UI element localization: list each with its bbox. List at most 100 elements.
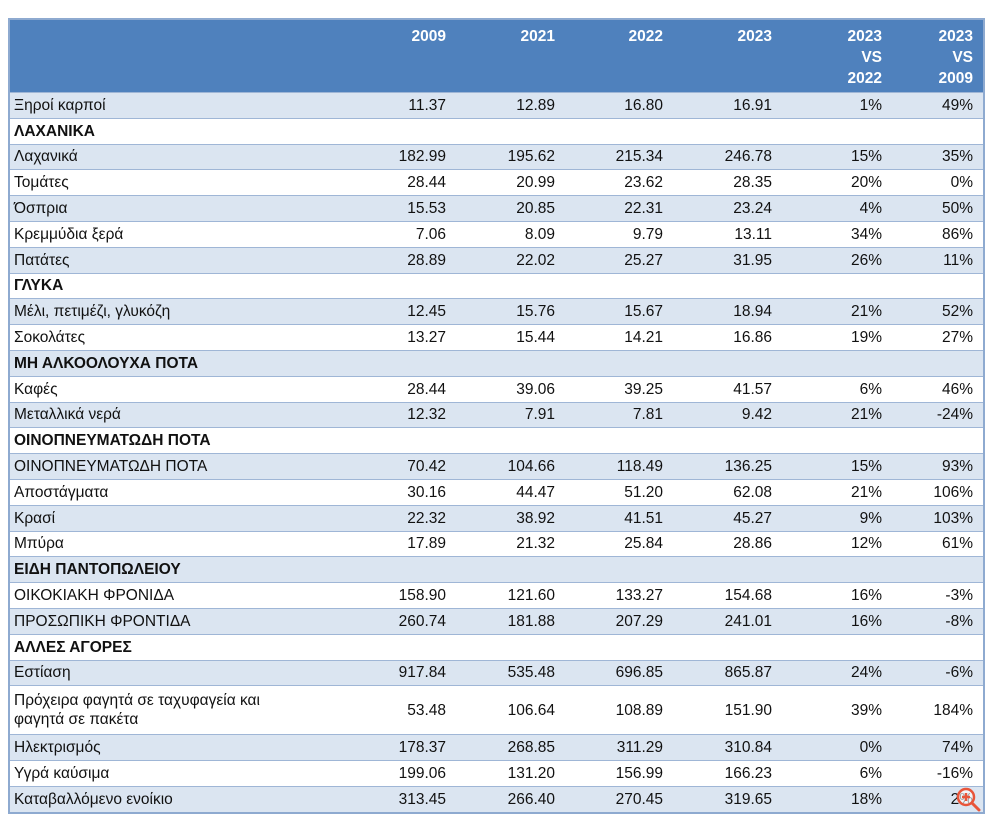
change-2023-vs-2022 — [782, 117, 892, 145]
change-2023-vs-2009: -8% — [892, 607, 984, 635]
table-row: Κρασί 22.32 38.92 41.51 45.27 9% 103% — [9, 504, 984, 532]
value-2021 — [456, 349, 565, 377]
change-2023-vs-2009: -3% — [892, 582, 984, 609]
change-2023-vs-2022: 9% — [782, 504, 892, 532]
row-label: Όσπρια — [9, 195, 346, 222]
change-2023-vs-2022: 21% — [782, 478, 892, 506]
value-2022: 41.51 — [565, 504, 673, 532]
value-2023: 9.42 — [673, 401, 782, 429]
row-label: Υγρά καύσιμα — [9, 760, 346, 787]
section-header-row: ΜΗ ΑΛΚΟΟΛΟΥΧΑ ΠΟΤΑ — [9, 349, 984, 377]
value-2023 — [673, 556, 782, 584]
change-2023-vs-2009: 93% — [892, 453, 984, 480]
value-2022: 9.79 — [565, 220, 673, 248]
row-label: Τομάτες — [9, 169, 346, 197]
value-2009: 11.37 — [346, 92, 456, 119]
change-2023-vs-2009: 103% — [892, 504, 984, 532]
table-header-row: 2009 2021 2022 2023 2023 VS 2022 2023 VS… — [9, 19, 984, 93]
table-row: Καταβαλλόμενο ενοίκιο 313.45 266.40 270.45 3… — [9, 785, 984, 814]
table-row: Μέλι, πετιμέζι, γλυκόζη 12.45 15.76 15.67 18… — [9, 298, 984, 326]
value-2021: 268.85 — [456, 734, 565, 762]
value-2023: 865.87 — [673, 659, 782, 687]
value-2009: 313.45 — [346, 785, 456, 814]
value-2009 — [346, 272, 456, 300]
value-2021 — [456, 272, 565, 300]
value-2023: 23.24 — [673, 195, 782, 222]
value-2009 — [346, 349, 456, 377]
value-2023: 310.84 — [673, 734, 782, 762]
section-header-row: ΟΙΝΟΠΝΕΥΜΑΤΩΔΗ ΠΟΤΑ — [9, 427, 984, 455]
header-2023-vs-2009: 2023 VS 2009 — [892, 19, 984, 93]
change-2023-vs-2022: 15% — [782, 143, 892, 171]
value-2022: 215.34 — [565, 143, 673, 171]
value-2023: 45.27 — [673, 504, 782, 532]
value-2009: 30.16 — [346, 478, 456, 506]
section-header-row: ΕΙΔΗ ΠΑΝΤΟΠΩΛΕΙΟΥ — [9, 556, 984, 584]
value-2023 — [673, 349, 782, 377]
change-2023-vs-2022 — [782, 556, 892, 584]
value-2022: 39.25 — [565, 375, 673, 403]
value-2021: 20.99 — [456, 169, 565, 197]
value-2023: 154.68 — [673, 582, 782, 609]
header-2022: 2022 — [565, 19, 673, 93]
change-2023-vs-2022: 16% — [782, 582, 892, 609]
value-2023 — [673, 272, 782, 300]
change-2023-vs-2022: 19% — [782, 324, 892, 351]
value-2023 — [673, 633, 782, 661]
change-2023-vs-2009: 11% — [892, 246, 984, 274]
change-2023-vs-2022 — [782, 427, 892, 455]
value-2021: 44.47 — [456, 478, 565, 506]
value-2022: 15.67 — [565, 298, 673, 326]
value-2009: 12.32 — [346, 401, 456, 429]
row-label: Μπύρα — [9, 530, 346, 558]
value-2021: 21.32 — [456, 530, 565, 558]
change-2023-vs-2022: 6% — [782, 375, 892, 403]
value-2021: 39.06 — [456, 375, 565, 403]
header-2023-vs-2022: 2023 VS 2022 — [782, 19, 892, 93]
value-2021: 20.85 — [456, 195, 565, 222]
value-2022: 270.45 — [565, 785, 673, 814]
change-2023-vs-2009: 61% — [892, 530, 984, 558]
value-2022 — [565, 633, 673, 661]
value-2021: 535.48 — [456, 659, 565, 687]
change-2023-vs-2022: 24% — [782, 659, 892, 687]
change-2023-vs-2022: 21% — [782, 401, 892, 429]
value-2022: 7.81 — [565, 401, 673, 429]
header-2021: 2021 — [456, 19, 565, 93]
zoom-in-icon[interactable] — [955, 786, 981, 812]
value-2021: 131.20 — [456, 760, 565, 787]
change-2023-vs-2022: 20% — [782, 169, 892, 197]
change-2023-vs-2009: 0% — [892, 169, 984, 197]
value-2021 — [456, 427, 565, 455]
value-2022: 25.84 — [565, 530, 673, 558]
value-2022: 51.20 — [565, 478, 673, 506]
value-2022 — [565, 349, 673, 377]
change-2023-vs-2022: 15% — [782, 453, 892, 480]
value-2022 — [565, 427, 673, 455]
change-2023-vs-2009: -6% — [892, 659, 984, 687]
table-row: Υγρά καύσιμα 199.06 131.20 156.99 166.23 6% -1… — [9, 760, 984, 787]
value-2009: 17.89 — [346, 530, 456, 558]
table-row: Όσπρια 15.53 20.85 22.31 23.24 4% 50% — [9, 195, 984, 222]
price-comparison-table: 2009 2021 2022 2023 2023 VS 2022 2023 VS… — [8, 18, 985, 814]
row-label: Καταβαλλόμενο ενοίκιο — [9, 785, 346, 814]
change-2023-vs-2009: 184% — [892, 685, 984, 736]
change-2023-vs-2022: 34% — [782, 220, 892, 248]
table-row: Πατάτες 28.89 22.02 25.27 31.95 26% 11% — [9, 246, 984, 274]
table-row: Αποστάγματα 30.16 44.47 51.20 62.08 21% 106% — [9, 478, 984, 506]
section-header-row: ΑΛΛΕΣ ΑΓΟΡΕΣ — [9, 633, 984, 661]
change-2023-vs-2009: 49% — [892, 92, 984, 119]
header-2009: 2009 — [346, 19, 456, 93]
value-2022: 23.62 — [565, 169, 673, 197]
value-2009: 7.06 — [346, 220, 456, 248]
value-2022: 22.31 — [565, 195, 673, 222]
value-2009: 53.48 — [346, 685, 456, 736]
value-2023: 166.23 — [673, 760, 782, 787]
value-2021: 12.89 — [456, 92, 565, 119]
value-2023: 319.65 — [673, 785, 782, 814]
table-row: Μεταλλικά νερά 12.32 7.91 7.81 9.42 21% -24% — [9, 401, 984, 429]
value-2021: 22.02 — [456, 246, 565, 274]
row-label: ΕΙΔΗ ΠΑΝΤΟΠΩΛΕΙΟΥ — [9, 556, 346, 584]
change-2023-vs-2009: 35% — [892, 143, 984, 171]
value-2009 — [346, 427, 456, 455]
